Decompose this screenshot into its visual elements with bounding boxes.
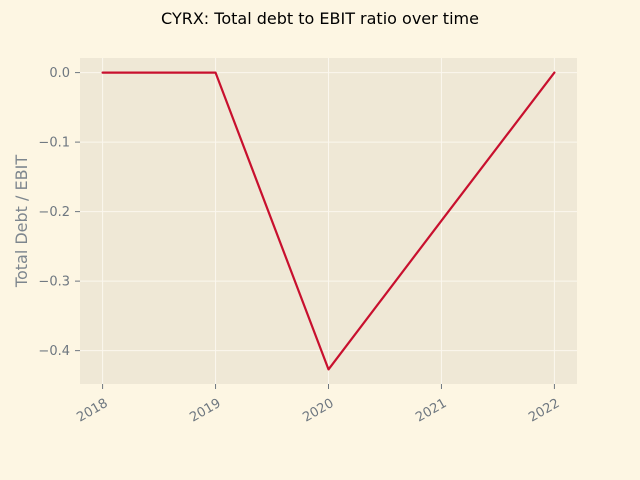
y-tick-label: −0.3 xyxy=(38,275,70,290)
chart-title: CYRX: Total debt to EBIT ratio over time xyxy=(161,9,479,28)
y-axis-label: Total Debt / EBIT xyxy=(12,155,31,288)
y-axis: 0.0 −0.1 −0.2 −0.3 −0.4 xyxy=(38,66,80,359)
y-tick-label: −0.2 xyxy=(38,205,70,220)
y-tick-label: −0.4 xyxy=(38,344,70,359)
series-layer xyxy=(101,71,556,371)
y-tick-label: 0.0 xyxy=(49,66,70,81)
y-tick-label: −0.1 xyxy=(38,136,70,151)
